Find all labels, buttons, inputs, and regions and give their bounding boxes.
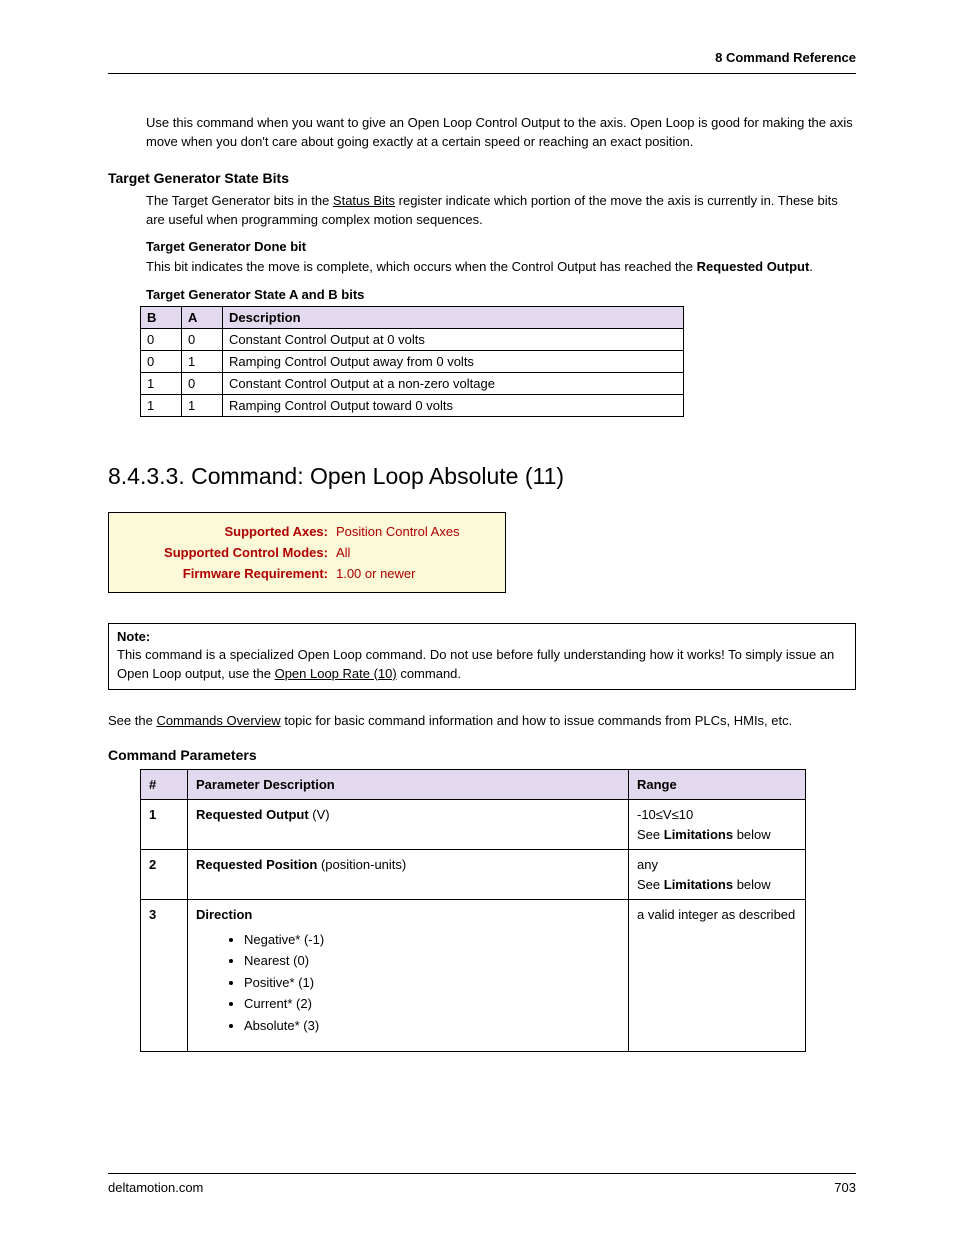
- range-trail: below: [733, 827, 771, 842]
- command-heading: 8.4.3.3. Command: Open Loop Absolute (11…: [108, 463, 856, 490]
- info-label-modes: Supported Control Modes:: [119, 542, 332, 563]
- see-lead: See the: [108, 713, 156, 728]
- see-trail: topic for basic command information and …: [281, 713, 793, 728]
- cell-a: 1: [182, 395, 223, 417]
- param-range: any See Limitations below: [629, 850, 806, 900]
- param-unit: (V): [309, 807, 330, 822]
- param-desc: Direction Negative* (-1) Nearest (0) Pos…: [188, 900, 629, 1052]
- range-lead: See: [637, 827, 664, 842]
- done-trail: .: [809, 259, 813, 274]
- section1-para-lead: The Target Generator bits in the: [146, 193, 333, 208]
- param-num: 1: [141, 800, 188, 850]
- page-header: 8 Command Reference: [108, 50, 856, 74]
- command-info-box: Supported Axes: Position Control Axes Su…: [108, 512, 506, 593]
- list-item: Positive* (1): [244, 972, 620, 994]
- info-val-fw: 1.00 or newer: [332, 563, 495, 584]
- param-bold: Requested Output: [196, 807, 309, 822]
- command-params-heading: Command Parameters: [108, 747, 856, 763]
- param-range: a valid integer as described: [629, 900, 806, 1052]
- th-num: #: [141, 769, 188, 800]
- th-a: A: [182, 307, 223, 329]
- list-item: Absolute* (3): [244, 1015, 620, 1037]
- info-val-modes: All: [332, 542, 495, 563]
- range-1: any: [637, 857, 658, 872]
- cell-b: 0: [141, 329, 182, 351]
- list-item: Negative* (-1): [244, 929, 620, 951]
- status-bits-link[interactable]: Status Bits: [333, 193, 395, 208]
- state-bits-table: B A Description 0 0 Constant Control Out…: [140, 306, 684, 417]
- done-lead: This bit indicates the move is complete,…: [146, 259, 697, 274]
- cell-desc: Constant Control Output at a non-zero vo…: [223, 373, 684, 395]
- cell-desc: Ramping Control Output away from 0 volts: [223, 351, 684, 373]
- section-heading-target-gen: Target Generator State Bits: [108, 170, 856, 186]
- table-row: 1 1 Ramping Control Output toward 0 volt…: [141, 395, 684, 417]
- footer-right: 703: [834, 1180, 856, 1195]
- param-row-2: 2 Requested Position (position-units) an…: [141, 850, 806, 900]
- intro-paragraph: Use this command when you want to give a…: [146, 114, 856, 152]
- info-label-axes: Supported Axes:: [119, 521, 332, 542]
- cell-a: 0: [182, 329, 223, 351]
- range-bold: Limitations: [664, 827, 733, 842]
- done-bit-para: This bit indicates the move is complete,…: [146, 258, 856, 277]
- cell-b: 0: [141, 351, 182, 373]
- range-1: -10≤V≤10: [637, 807, 693, 822]
- note-trail: command.: [397, 666, 461, 681]
- range-lead: See: [637, 877, 664, 892]
- page-footer: deltamotion.com 703: [108, 1173, 856, 1195]
- info-label-fw: Firmware Requirement:: [119, 563, 332, 584]
- section1-para: The Target Generator bits in the Status …: [146, 192, 856, 230]
- th-desc: Description: [223, 307, 684, 329]
- note-lead: This command is a specialized Open Loop …: [117, 647, 834, 680]
- range-bold: Limitations: [664, 877, 733, 892]
- params-table: # Parameter Description Range 1 Requeste…: [140, 769, 806, 1053]
- table-row: 0 1 Ramping Control Output away from 0 v…: [141, 351, 684, 373]
- cell-b: 1: [141, 395, 182, 417]
- done-bit-heading: Target Generator Done bit: [146, 239, 856, 254]
- param-num: 3: [141, 900, 188, 1052]
- cell-a: 0: [182, 373, 223, 395]
- direction-list: Negative* (-1) Nearest (0) Positive* (1)…: [196, 929, 620, 1037]
- th-range: Range: [629, 769, 806, 800]
- cell-a: 1: [182, 351, 223, 373]
- cell-b: 1: [141, 373, 182, 395]
- commands-overview-link[interactable]: Commands Overview: [156, 713, 280, 728]
- see-paragraph: See the Commands Overview topic for basi…: [108, 712, 856, 731]
- th-b: B: [141, 307, 182, 329]
- param-row-3: 3 Direction Negative* (-1) Nearest (0) P…: [141, 900, 806, 1052]
- ab-bits-heading: Target Generator State A and B bits: [146, 287, 856, 302]
- param-bold: Direction: [196, 907, 252, 922]
- cell-desc: Constant Control Output at 0 volts: [223, 329, 684, 351]
- param-unit: (position-units): [317, 857, 406, 872]
- param-desc: Requested Position (position-units): [188, 850, 629, 900]
- open-loop-rate-link[interactable]: Open Loop Rate (10): [275, 666, 397, 681]
- done-bold: Requested Output: [697, 259, 810, 274]
- param-range: -10≤V≤10 See Limitations below: [629, 800, 806, 850]
- range-trail: below: [733, 877, 771, 892]
- list-item: Nearest (0): [244, 950, 620, 972]
- list-item: Current* (2): [244, 993, 620, 1015]
- info-val-axes: Position Control Axes: [332, 521, 495, 542]
- note-title: Note:: [117, 629, 150, 644]
- table-row: 0 0 Constant Control Output at 0 volts: [141, 329, 684, 351]
- table-row: 1 0 Constant Control Output at a non-zer…: [141, 373, 684, 395]
- footer-left: deltamotion.com: [108, 1180, 203, 1195]
- param-row-1: 1 Requested Output (V) -10≤V≤10 See Limi…: [141, 800, 806, 850]
- param-num: 2: [141, 850, 188, 900]
- param-bold: Requested Position: [196, 857, 317, 872]
- cell-desc: Ramping Control Output toward 0 volts: [223, 395, 684, 417]
- param-desc: Requested Output (V): [188, 800, 629, 850]
- th-pdesc: Parameter Description: [188, 769, 629, 800]
- note-box: Note: This command is a specialized Open…: [108, 623, 856, 690]
